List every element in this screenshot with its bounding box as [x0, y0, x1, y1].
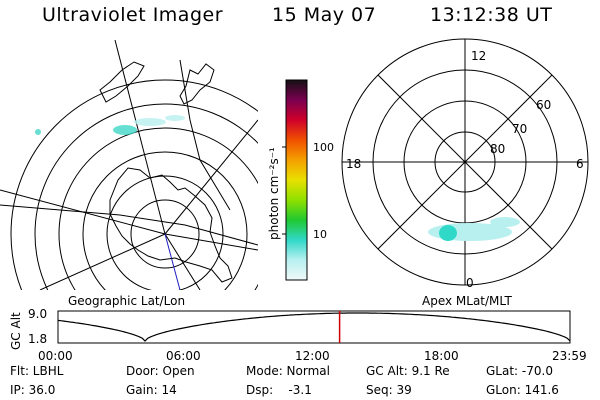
- colorbar-gradient: [286, 80, 307, 280]
- colorbar-tick-100: 100: [313, 141, 334, 154]
- image-date: 15 May 07: [272, 4, 377, 26]
- instrument-title: Ultraviolet Imager: [42, 4, 224, 26]
- mlt-label-right: 6: [576, 157, 584, 171]
- mlat-label-70: 70: [512, 122, 527, 136]
- right-auroral-emission: [428, 217, 520, 241]
- altitude-xtick: 06:00: [166, 349, 201, 363]
- antarctica-coast: [109, 167, 233, 283]
- altitude-plot-frame: [57, 310, 571, 344]
- geo-meridian: [39, 233, 166, 290]
- altitude-xtick: 23:59: [552, 349, 587, 363]
- altitude-xtick: 18:00: [424, 349, 459, 363]
- altitude-ylabel: GC Alt: [9, 312, 23, 350]
- mlat-label-60: 60: [536, 98, 551, 112]
- altitude-plot: [57, 310, 571, 344]
- colorbar: [282, 79, 308, 281]
- altitude-ymax: 9.0: [28, 307, 47, 321]
- geo-lat-circle: [82, 151, 248, 290]
- mlt-label-left: 18: [346, 157, 361, 171]
- altitude-curve: [57, 312, 571, 342]
- australia-coast: [99, 61, 145, 103]
- info-glat: GLat: -70.0: [486, 364, 553, 378]
- info-gc-alt: GC Alt: 9.1 Re: [366, 364, 450, 378]
- mlt-label-bottom: 0: [466, 276, 474, 290]
- mlat-label-80: 80: [490, 142, 505, 156]
- geo-lat-circle: [106, 175, 224, 290]
- info-flt: Flt: LBHL: [10, 364, 64, 378]
- new-zealand-coast: [179, 63, 215, 105]
- fov-edge: [179, 59, 231, 211]
- left-auroral-emission: [35, 115, 185, 135]
- geo-meridian: [164, 119, 258, 235]
- geo-meridian: [114, 40, 166, 235]
- colorbar-tick-10: 10: [313, 228, 327, 241]
- geo-meridian: [164, 233, 258, 251]
- geographic-map-label: Geographic Lat/Lon: [68, 294, 186, 308]
- mlt-diagonal: [377, 74, 553, 250]
- geo-meridian: [164, 233, 201, 290]
- info-mode: Mode: Normal: [246, 364, 330, 378]
- geo-lat-circle: [10, 79, 258, 290]
- info-glon: GLon: 141.6: [486, 383, 559, 397]
- image-time: 13:12:38 UT: [430, 4, 553, 26]
- info-door: Door: Open: [126, 364, 195, 378]
- colorbar-label: photon cm⁻²s⁻¹: [267, 147, 281, 240]
- geographic-map: [0, 40, 258, 290]
- info-dsp: Dsp: -3.1: [246, 383, 312, 397]
- altitude-ymin: 1.8: [28, 332, 47, 346]
- altitude-xtick: 12:00: [295, 349, 330, 363]
- info-ip: IP: 36.0: [10, 383, 56, 397]
- polar-map-label: Apex MLat/MLT: [422, 294, 512, 308]
- fov-edge: [0, 204, 258, 246]
- projection-line: [164, 233, 181, 290]
- altitude-xtick: 00:00: [38, 349, 73, 363]
- info-gain: Gain: 14: [126, 383, 177, 397]
- geo-lat-circle: [130, 199, 200, 269]
- polar-map: [341, 38, 589, 286]
- info-seq: Seq: 39: [366, 383, 412, 397]
- mlt-label-top: 12: [471, 49, 486, 63]
- geo-lat-circle: [34, 103, 258, 290]
- geo-lat-circle: [58, 127, 258, 290]
